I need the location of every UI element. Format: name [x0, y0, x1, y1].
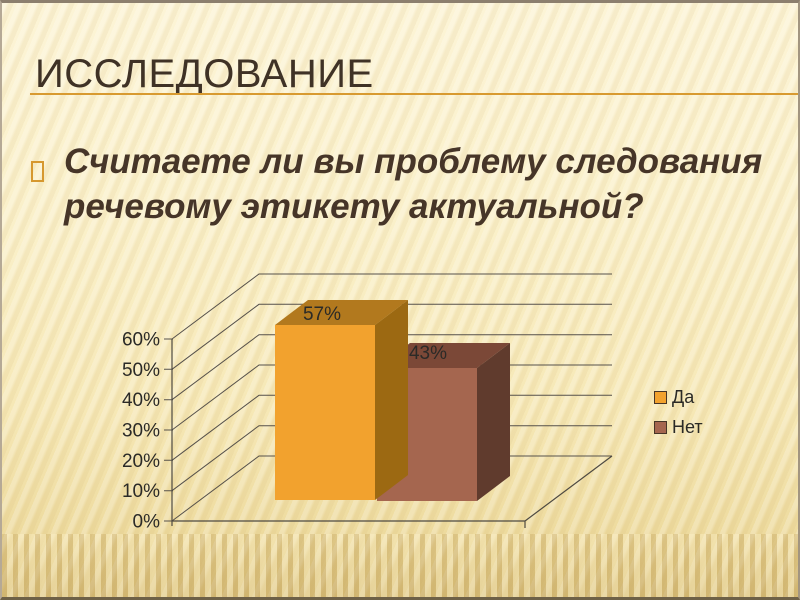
legend-item-da: Да: [654, 386, 703, 407]
bar-da: [275, 300, 408, 500]
y-tick-label: 10%: [122, 481, 160, 502]
bullet-square-icon: [31, 161, 44, 182]
floor-edges: [172, 455, 613, 528]
legend-item-net: Нет: [654, 416, 703, 437]
chart-axes-floor: [171, 339, 613, 528]
legend-label-net: Нет: [672, 416, 703, 437]
bullet-question-text: Считаете ли вы проблему следования речев…: [64, 142, 763, 226]
y-tick-label: 30%: [122, 421, 160, 442]
page-title: ИССЛЕДОВАНИЕ: [35, 52, 374, 96]
y-tick-labels: 60% 50% 40% 30% 20% 10% 0%: [122, 330, 160, 533]
legend-label-da: Да: [672, 386, 695, 407]
y-tick-label: 20%: [122, 451, 160, 472]
chart-legend: Да Нет: [654, 386, 703, 449]
title-underline: [30, 93, 798, 95]
y-tick-label: 0%: [133, 512, 161, 533]
y-tick-label: 40%: [122, 390, 160, 411]
y-tick-label: 50%: [122, 360, 160, 381]
bar-label-net: 43%: [409, 343, 447, 364]
legend-swatch-net-icon: [654, 420, 667, 434]
bar-label-da: 57%: [303, 304, 341, 325]
y-tick-label: 60%: [122, 330, 160, 351]
chart-canvas: 57% 43% 60% 50% 40% 30% 20% 10% 0%: [122, 273, 613, 533]
legend-swatch-da-icon: [654, 390, 667, 404]
bar-chart: 57% 43% 60% 50% 40% 30% 20% 10% 0%: [92, 258, 772, 558]
